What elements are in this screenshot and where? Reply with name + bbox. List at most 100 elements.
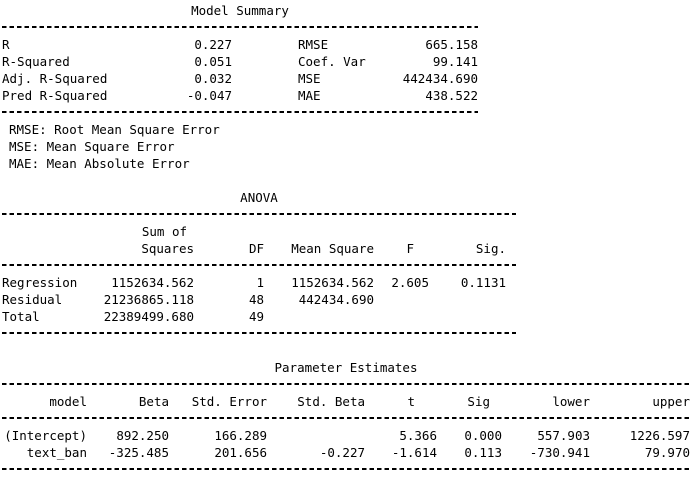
- dashed-divider: [2, 19, 478, 36]
- model-summary-row: Pred R-Squared -0.047 MAE 438.522: [2, 87, 478, 104]
- model-summary-row: R-Squared 0.051 Coef. Var 99.141: [2, 53, 478, 70]
- column-header: model: [49, 394, 87, 409]
- metric-value: 438.522: [425, 88, 478, 103]
- metric-value: 99.141: [432, 54, 478, 69]
- sum-squares-cell: 21236865.118: [103, 292, 194, 307]
- metric-label: Pred R-Squared: [2, 88, 108, 103]
- column-header: t: [407, 394, 415, 409]
- spacer: [232, 36, 298, 53]
- model-cell: text_ban: [26, 445, 87, 460]
- f-cell: [374, 308, 429, 325]
- anova-row-regression: Regression 1152634.562 1 1152634.562 2.6…: [2, 274, 516, 291]
- std-error-cell: 166.289: [214, 428, 267, 443]
- metric-label: MAE: [298, 88, 321, 103]
- upper-cell: 1226.597: [629, 428, 690, 443]
- df-cell: 48: [248, 292, 264, 307]
- spacer: [194, 223, 264, 240]
- column-header: Mean Square: [291, 241, 374, 256]
- anova-title: ANOVA: [240, 190, 278, 205]
- dashed-divider: [2, 410, 690, 427]
- spacer: [232, 70, 298, 87]
- parameter-row-text-ban: text_ban -325.485 201.656 -0.227 -1.614 …: [2, 444, 690, 461]
- sig-cell: 0.1131: [460, 275, 506, 290]
- parameter-estimates-section: Parameter Estimates model Beta Std. Erro…: [2, 359, 690, 478]
- upper-cell: 79.970: [644, 445, 690, 460]
- sig-cell: [429, 308, 516, 325]
- dashed-divider: [2, 461, 690, 478]
- sig-cell: 0.113: [464, 445, 502, 460]
- spacer: [429, 223, 516, 240]
- metric-label: Adj. R-Squared: [2, 71, 108, 86]
- metric-value: -0.047: [186, 88, 232, 103]
- df-cell: 49: [248, 309, 264, 324]
- mean-square-cell: 442434.690: [298, 292, 374, 307]
- column-header: Beta: [138, 394, 169, 409]
- beta-cell: -325.485: [108, 445, 169, 460]
- sum-squares-cell: 22389499.680: [103, 309, 194, 324]
- t-cell: -1.614: [391, 445, 437, 460]
- column-header: upper: [652, 394, 690, 409]
- model-cell: (Intercept): [4, 428, 87, 443]
- metric-value: 442434.690: [402, 71, 478, 86]
- spacer: [2, 240, 92, 257]
- column-header: lower: [552, 394, 590, 409]
- metric-label: R: [2, 37, 10, 52]
- metric-label: Coef. Var: [298, 54, 366, 69]
- spacer: [2, 223, 92, 240]
- row-label: Regression: [2, 275, 78, 290]
- abbreviation-note: RMSE: Root Mean Square Error: [9, 122, 220, 137]
- metric-label: R-Squared: [2, 54, 70, 69]
- column-header: Sig: [467, 394, 490, 409]
- sig-cell: [429, 291, 516, 308]
- column-header: Squares: [141, 241, 194, 256]
- dashed-divider: [2, 104, 478, 121]
- column-header: Std. Beta: [297, 394, 365, 409]
- dashed-divider: [2, 325, 516, 342]
- anova-header-row-top: Sum of: [2, 223, 516, 240]
- spacer: [374, 223, 429, 240]
- metric-value: 0.032: [194, 71, 232, 86]
- mean-square-cell: 1152634.562: [291, 275, 374, 290]
- sig-cell: 0.000: [464, 428, 502, 443]
- spacer: [232, 53, 298, 70]
- parameter-estimates-title: Parameter Estimates: [274, 360, 418, 375]
- dashed-divider: [2, 206, 516, 223]
- dashed-divider: [2, 257, 516, 274]
- column-header: Sig.: [475, 241, 506, 256]
- metric-value: 0.051: [194, 54, 232, 69]
- metric-label: RMSE: [298, 37, 329, 52]
- spacer: [232, 87, 298, 104]
- std-beta-cell: -0.227: [319, 445, 365, 460]
- column-header: Sum of: [141, 224, 187, 239]
- std-beta-cell: [267, 427, 365, 444]
- dashed-divider: [2, 376, 690, 393]
- anova-row-residual: Residual 21236865.118 48 442434.690: [2, 291, 516, 308]
- spacer: [264, 223, 374, 240]
- sum-squares-cell: 1152634.562: [111, 275, 194, 290]
- blank-line: [2, 172, 690, 189]
- anova-row-total: Total 22389499.680 49: [2, 308, 516, 325]
- lower-cell: 557.903: [537, 428, 590, 443]
- column-header: Std. Error: [191, 394, 267, 409]
- std-error-cell: 201.656: [214, 445, 267, 460]
- abbreviation-note: MAE: Mean Absolute Error: [9, 156, 190, 171]
- parameter-row-intercept: (Intercept) 892.250 166.289 5.366 0.000 …: [2, 427, 690, 444]
- lower-cell: -730.941: [529, 445, 590, 460]
- row-label: Total: [2, 309, 40, 324]
- column-header: F: [406, 241, 414, 256]
- anova-section: ANOVA Sum of Squares DF Mean Square F Si…: [2, 189, 516, 342]
- metric-value: 665.158: [425, 37, 478, 52]
- f-cell: 2.605: [391, 275, 429, 290]
- parameter-estimates-header-row: model Beta Std. Error Std. Beta t Sig lo…: [2, 393, 690, 410]
- t-cell: 5.366: [399, 428, 437, 443]
- blank-line: [2, 342, 690, 359]
- metric-value: 0.227: [194, 37, 232, 52]
- row-label: Residual: [2, 292, 63, 307]
- f-cell: [374, 291, 429, 308]
- model-summary-row: R 0.227 RMSE 665.158: [2, 36, 478, 53]
- df-cell: 1: [256, 275, 264, 290]
- model-summary-row: Adj. R-Squared 0.032 MSE 442434.690: [2, 70, 478, 87]
- beta-cell: 892.250: [116, 428, 169, 443]
- column-header: DF: [248, 241, 264, 256]
